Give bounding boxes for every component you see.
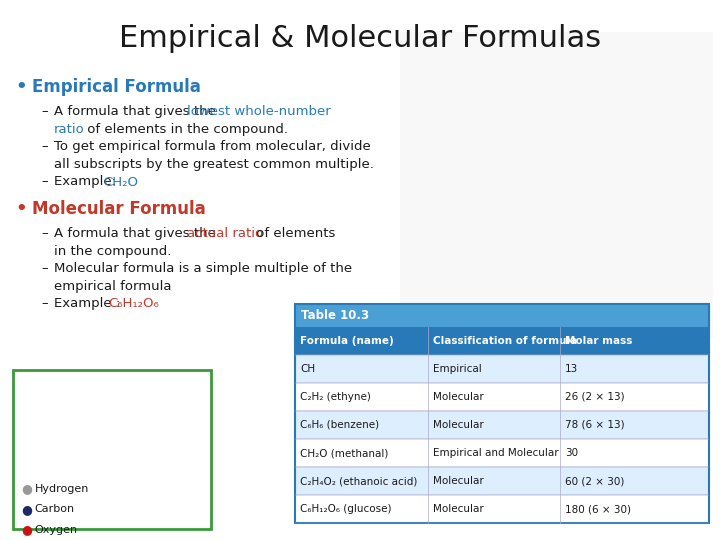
Text: 78 (6 × 13): 78 (6 × 13)	[565, 420, 625, 430]
Text: Table 10.3: Table 10.3	[301, 309, 369, 322]
Text: C₆H₆ (benzene): C₆H₆ (benzene)	[300, 420, 379, 430]
Text: Formula (name): Formula (name)	[300, 336, 394, 346]
Text: C₂H₂ (ethyne): C₂H₂ (ethyne)	[300, 392, 371, 402]
Text: –: –	[42, 262, 48, 275]
Text: 26 (2 × 13): 26 (2 × 13)	[565, 392, 625, 402]
Text: Hydrogen: Hydrogen	[35, 484, 89, 494]
Text: all subscripts by the greatest common multiple.: all subscripts by the greatest common mu…	[54, 158, 374, 171]
Text: Empirical & Molecular Formulas: Empirical & Molecular Formulas	[119, 24, 601, 53]
Text: Molecular formula is a simple multiple of the: Molecular formula is a simple multiple o…	[54, 262, 352, 275]
FancyBboxPatch shape	[400, 32, 713, 337]
Text: Molecular Formula: Molecular Formula	[32, 200, 205, 218]
Text: –: –	[42, 105, 48, 118]
Text: •: •	[16, 78, 27, 96]
FancyBboxPatch shape	[295, 327, 709, 355]
Text: CH₂O (methanal): CH₂O (methanal)	[300, 448, 389, 458]
Text: C₆H₁₂O₆: C₆H₁₂O₆	[108, 297, 158, 310]
Text: Empirical Formula: Empirical Formula	[32, 78, 201, 96]
Text: in the compound.: in the compound.	[54, 245, 171, 258]
FancyBboxPatch shape	[295, 495, 709, 523]
Text: of elements: of elements	[252, 227, 336, 240]
Text: A formula that gives the: A formula that gives the	[54, 105, 220, 118]
FancyBboxPatch shape	[295, 467, 709, 495]
Text: ●: ●	[22, 482, 32, 495]
Text: empirical formula: empirical formula	[54, 280, 171, 293]
Text: Molecular: Molecular	[433, 392, 483, 402]
Text: lowest whole-number: lowest whole-number	[187, 105, 331, 118]
Text: 180 (6 × 30): 180 (6 × 30)	[565, 504, 631, 514]
Text: actual ratio: actual ratio	[187, 227, 264, 240]
Text: •: •	[16, 200, 27, 218]
Text: Classification of formula: Classification of formula	[433, 336, 577, 346]
Text: To get empirical formula from molecular, divide: To get empirical formula from molecular,…	[54, 140, 371, 153]
Text: CH: CH	[300, 364, 315, 374]
Text: C₆H₁₂O₆ (glucose): C₆H₁₂O₆ (glucose)	[300, 504, 392, 514]
FancyBboxPatch shape	[295, 383, 709, 411]
Text: 30: 30	[565, 448, 578, 458]
Text: Example :: Example :	[54, 297, 125, 310]
Text: Empirical and Molecular: Empirical and Molecular	[433, 448, 558, 458]
Text: ratio: ratio	[54, 123, 85, 136]
Text: ●: ●	[22, 523, 32, 536]
Text: –: –	[42, 176, 48, 188]
Text: C₂H₄O₂ (ethanoic acid): C₂H₄O₂ (ethanoic acid)	[300, 476, 418, 486]
Text: A formula that gives the: A formula that gives the	[54, 227, 220, 240]
Text: of elements in the compound.: of elements in the compound.	[83, 123, 288, 136]
Text: Molecular: Molecular	[433, 476, 483, 486]
Text: ●: ●	[22, 503, 32, 516]
Text: Carbon: Carbon	[35, 504, 75, 514]
Text: –: –	[42, 140, 48, 153]
Text: 13: 13	[565, 364, 578, 374]
Text: Molecular: Molecular	[433, 420, 483, 430]
FancyBboxPatch shape	[295, 411, 709, 439]
Text: –: –	[42, 227, 48, 240]
FancyBboxPatch shape	[295, 304, 709, 327]
Text: Molar mass: Molar mass	[565, 336, 633, 346]
Text: Oxygen: Oxygen	[35, 525, 78, 535]
Text: CH₂O: CH₂O	[104, 176, 139, 188]
Text: –: –	[42, 297, 48, 310]
Text: 60 (2 × 30): 60 (2 × 30)	[565, 476, 624, 486]
Text: Molecular: Molecular	[433, 504, 483, 514]
Text: Example:: Example:	[54, 176, 120, 188]
FancyBboxPatch shape	[295, 439, 709, 467]
FancyBboxPatch shape	[13, 370, 211, 529]
Text: Empirical: Empirical	[433, 364, 482, 374]
FancyBboxPatch shape	[295, 355, 709, 383]
